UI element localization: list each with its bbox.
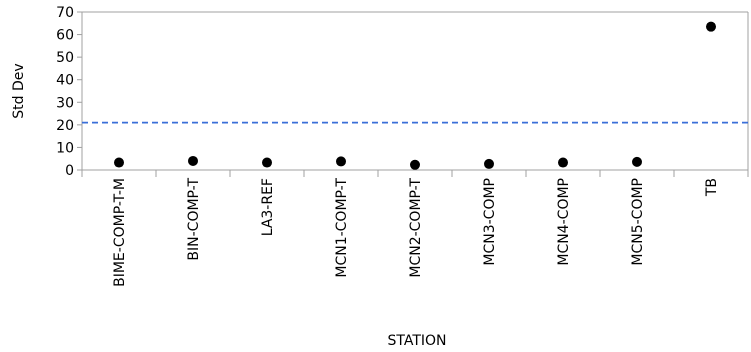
x-tick-label: MCN3-COMP	[482, 178, 498, 266]
x-tick-label: MCN1-COMP-T	[334, 178, 350, 278]
plot-frame	[81, 11, 749, 170]
data-points	[114, 21, 716, 170]
x-tick-label: BIN-COMP-T	[186, 178, 202, 261]
data-point	[706, 21, 716, 32]
x-tick-label: LA3-REF	[260, 178, 276, 236]
y-axis: 0 10 20 30 40 50 60 70	[56, 5, 82, 179]
y-tick-label: 10	[56, 140, 74, 156]
data-point	[114, 157, 124, 168]
data-point	[262, 157, 272, 168]
x-tick-label: MCN2-COMP-T	[408, 178, 424, 278]
x-axis: BIME-COMP-T-M BIN-COMP-T LA3-REF MCN1-COMP-…	[81, 169, 749, 287]
data-point	[558, 157, 568, 168]
data-point	[188, 155, 198, 166]
data-point	[410, 159, 420, 170]
data-point	[484, 158, 494, 169]
y-tick-label: 20	[56, 118, 74, 134]
x-axis-title: STATION	[387, 333, 446, 349]
y-tick-label: 70	[56, 5, 74, 21]
x-tick-label: BIME-COMP-T-M	[112, 178, 128, 287]
y-tick-label: 30	[56, 95, 74, 111]
x-tick-label: TB	[704, 178, 720, 197]
data-point	[632, 156, 642, 167]
y-tick-label: 60	[56, 28, 74, 44]
y-axis-title: Std Dev	[11, 63, 27, 118]
x-tick-label: MCN4-COMP	[556, 178, 572, 266]
y-tick-label: 40	[56, 73, 74, 89]
data-point	[336, 156, 346, 167]
y-tick-label: 0	[65, 163, 74, 179]
x-tick-label: MCN5-COMP	[630, 178, 646, 266]
y-tick-label: 50	[56, 50, 74, 66]
